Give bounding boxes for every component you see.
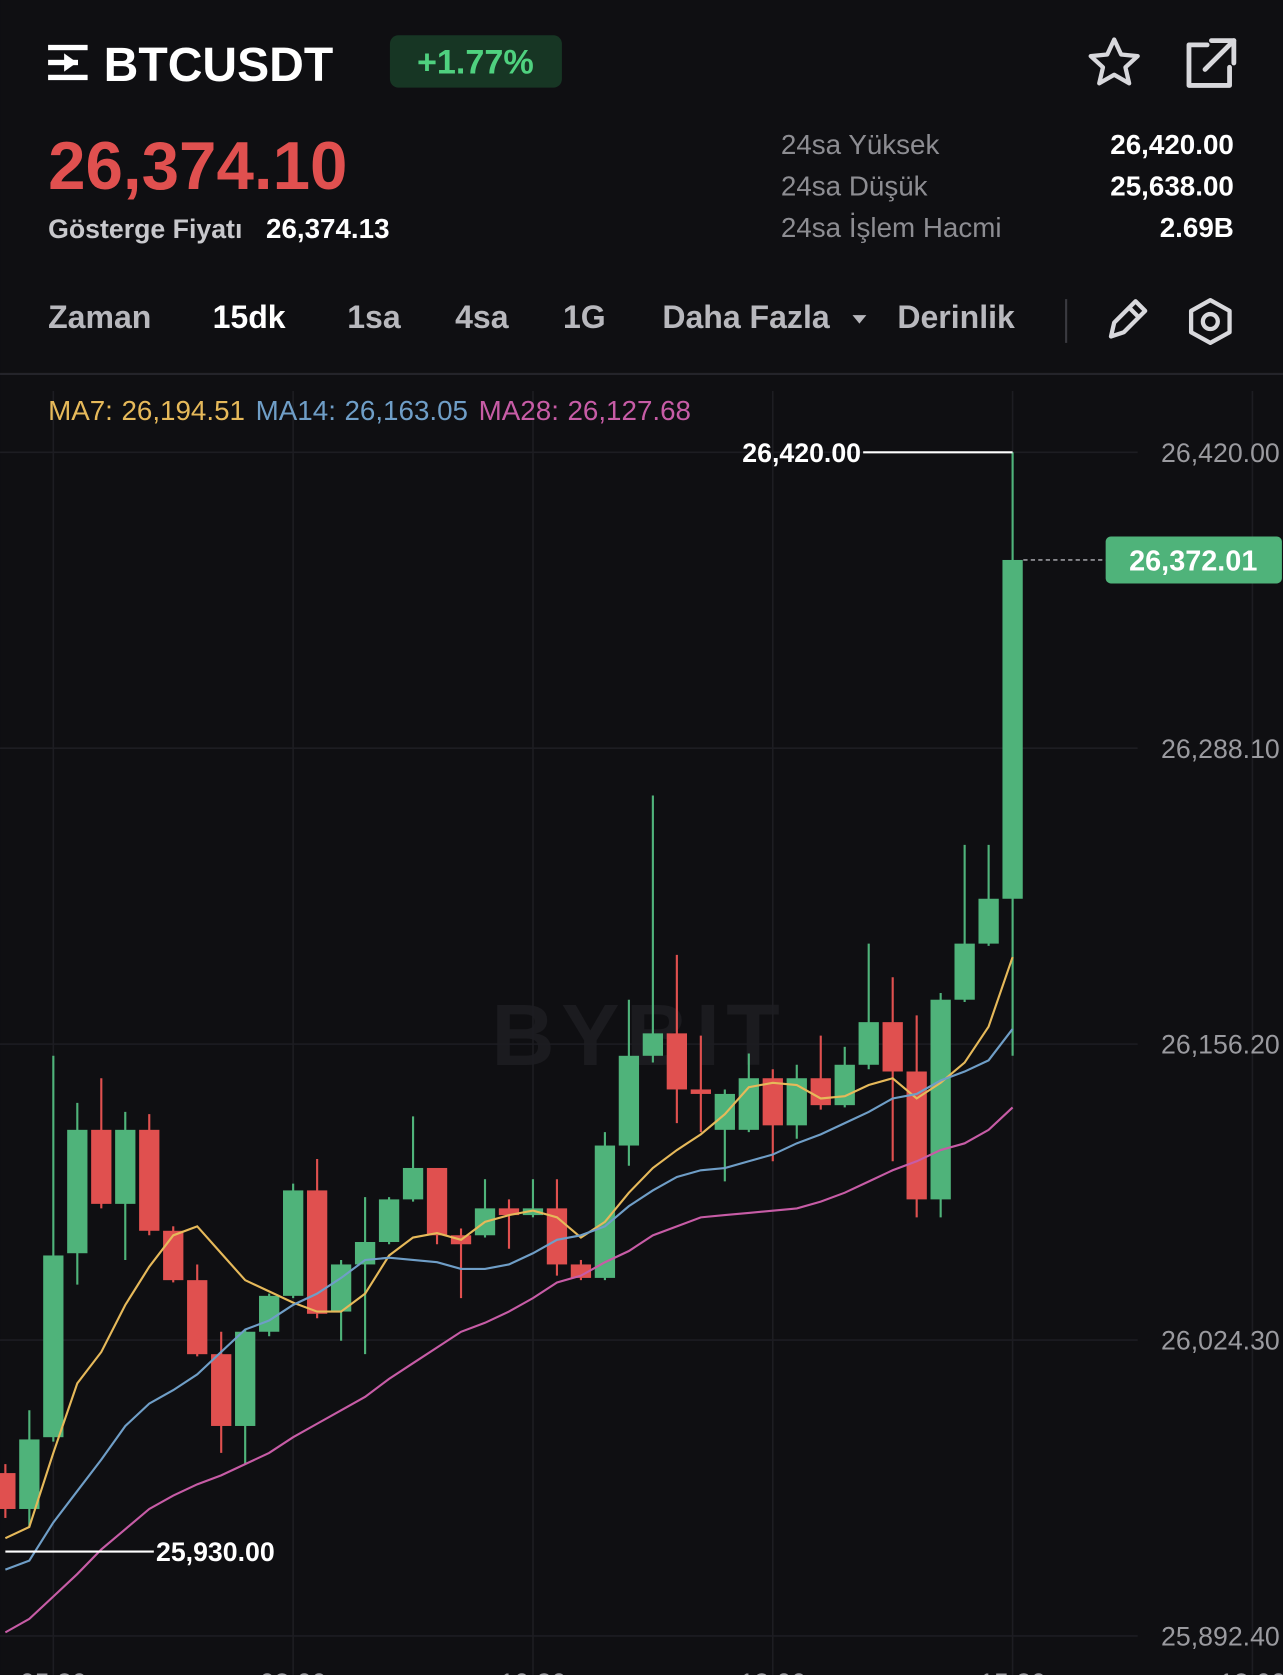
x-tick-label: 15:30 (979, 1668, 1046, 1675)
candle-body (570, 1264, 592, 1278)
chart: BYBIT05:3008:0010:3013:0015:3018:0026,42… (0, 390, 1283, 1675)
legend-value: 26,194.51 (121, 395, 245, 426)
candle-body (187, 1280, 208, 1355)
y-tick-label: 26,288.10 (1161, 734, 1280, 764)
menu-icon[interactable] (48, 44, 88, 81)
x-tick-label: 08:00 (260, 1668, 327, 1675)
candle-body (930, 999, 951, 1200)
x-tick-label: 10:30 (500, 1668, 567, 1675)
change: +1.77% (417, 44, 534, 82)
candle-body (906, 1071, 927, 1200)
share-icon[interactable] (1186, 38, 1237, 88)
legend-name: MA28: (479, 395, 559, 426)
settings-icon[interactable] (1188, 298, 1232, 346)
last-price-tag (1105, 536, 1282, 584)
dropdown-caret (852, 315, 867, 324)
candle-body (642, 1033, 664, 1056)
legend-value: 26,163.05 (344, 395, 468, 426)
candle-body (19, 1439, 40, 1509)
legend-entry: MA7: 26,194.51 (48, 395, 245, 426)
y-tick-label: 26,024.30 (1161, 1326, 1280, 1356)
last-price: 26,374.10 (48, 129, 347, 204)
candle-body (618, 1055, 640, 1146)
legend-name: MA14: (256, 395, 336, 426)
legend-entry: MA14: 26,163.05 (256, 395, 468, 426)
x-tick-label: 18:00 (1219, 1668, 1283, 1675)
candle-body (594, 1145, 616, 1278)
candle-body (666, 1033, 688, 1090)
candle-body (882, 1022, 903, 1072)
tab[interactable]: 1sa (347, 299, 402, 335)
candle-body (306, 1190, 328, 1314)
candle-body (738, 1078, 759, 1130)
ma-line (4, 1028, 1014, 1571)
candle-body (330, 1264, 352, 1312)
candle-body (810, 1078, 831, 1106)
ma-line (4, 956, 1014, 1540)
stat-value: 26,420.00 (1110, 129, 1234, 160)
high-marker-label: 26,420.00 (742, 438, 861, 468)
draw-icon[interactable] (1108, 299, 1148, 339)
candle-body (1002, 559, 1023, 899)
candle-body (786, 1078, 807, 1126)
y-tick-label: 25,892.40 (1161, 1622, 1280, 1652)
candle-body (235, 1331, 256, 1426)
candle-body (426, 1167, 448, 1236)
index-label: Gösterge Fiyatı (48, 214, 242, 244)
legend-entry: MA28: 26,127.68 (479, 395, 691, 426)
candle-body (690, 1089, 711, 1094)
favorite-icon[interactable] (1088, 37, 1140, 86)
candle-body (498, 1208, 520, 1216)
stat-value: 25,638.00 (1110, 170, 1234, 201)
candle-body (115, 1129, 136, 1204)
tab-bar: Zaman 15dk 1sa 4sa 1G Daha Fazla Derinlik (48, 299, 1015, 335)
candle-body (139, 1129, 160, 1231)
candle-body (858, 1022, 879, 1065)
stat-label: 24sa İşlem Hacmi (781, 212, 1002, 243)
legend-value: 26,127.68 (567, 395, 691, 426)
candle-body (259, 1295, 280, 1332)
candle-body (67, 1129, 88, 1254)
tab[interactable]: 4sa (455, 299, 510, 335)
candle-body (402, 1167, 424, 1200)
x-tick-label: 13:00 (739, 1668, 806, 1675)
tab[interactable]: Derinlik (897, 299, 1015, 335)
candle-body (91, 1129, 112, 1204)
stat-label: 24sa Yüksek (781, 129, 940, 160)
candle-body (282, 1190, 304, 1296)
x-tick-label: 05:30 (20, 1668, 87, 1675)
ma-line (4, 1106, 1014, 1634)
stat-value: 2.69B (1160, 212, 1234, 243)
candle-body (211, 1354, 232, 1426)
tab[interactable]: 15dk (213, 299, 286, 335)
y-tick-label: 26,156.20 (1161, 1030, 1280, 1060)
tab[interactable]: Zaman (48, 299, 151, 335)
legend-name: MA7: (48, 395, 113, 426)
candle-body (834, 1064, 855, 1106)
candle-body (43, 1255, 64, 1438)
tab[interactable]: Daha Fazla (662, 299, 831, 335)
candle-body (0, 1473, 16, 1509)
y-tick-label: 26,420.00 (1161, 438, 1280, 468)
tab[interactable]: 1G (563, 299, 606, 335)
candle-body (714, 1093, 735, 1130)
change-pill (389, 35, 562, 88)
symbol[interactable]: BTCUSDT (104, 38, 334, 92)
stat-label: 24sa Düşük (781, 170, 928, 201)
candle-body (978, 898, 999, 944)
candle-body (163, 1230, 184, 1281)
candle-body (954, 943, 975, 1000)
last-price-label: 26,372.01 (1129, 546, 1257, 578)
candle-body (378, 1199, 400, 1243)
low-marker-label: 25,930.00 (156, 1537, 275, 1567)
candle-body (762, 1078, 783, 1126)
index-price: 26,374.13 (266, 213, 390, 244)
